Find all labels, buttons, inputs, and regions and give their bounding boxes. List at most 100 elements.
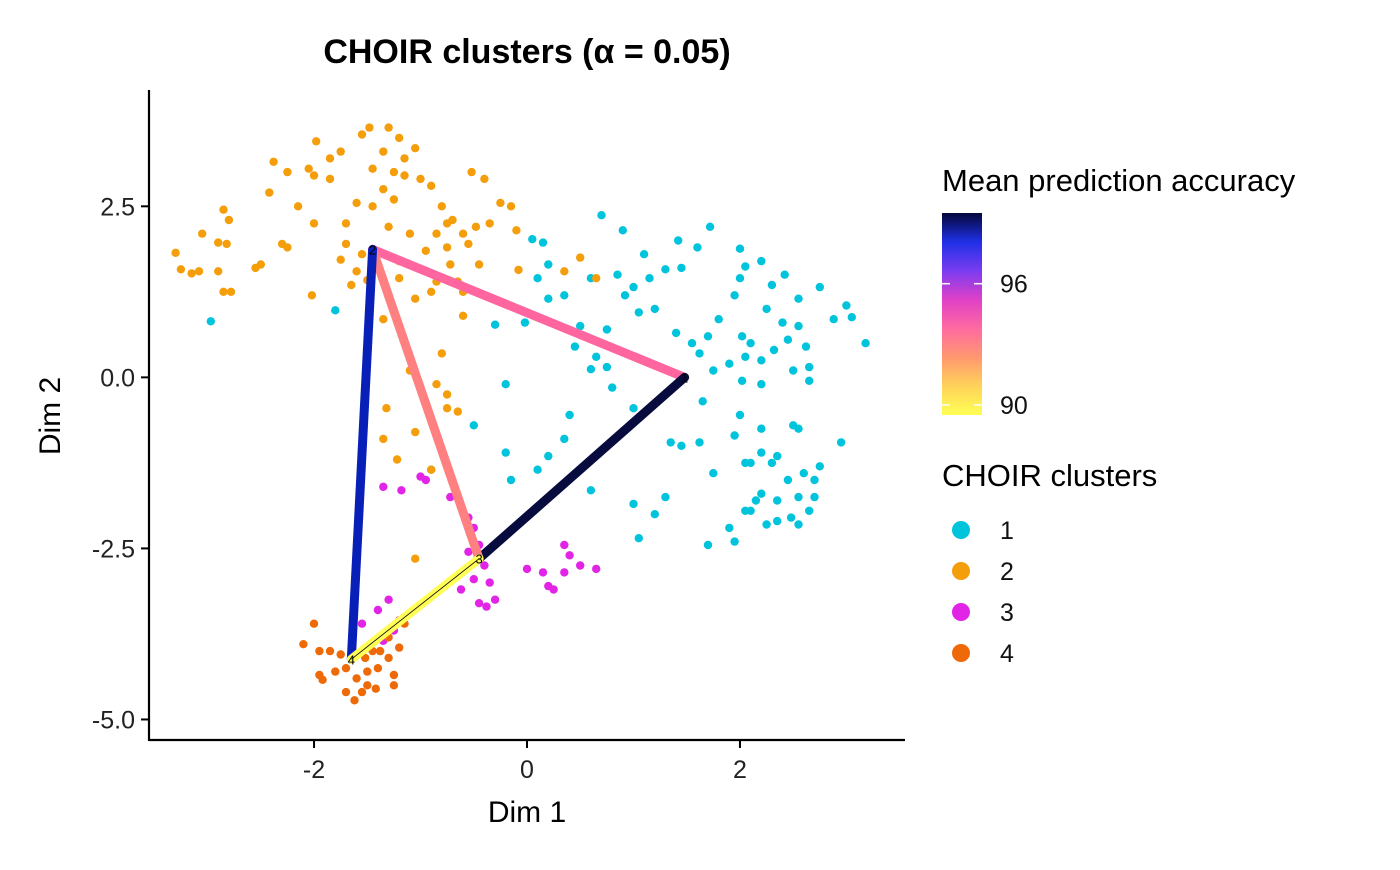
colorbar-title: Mean prediction accuracy xyxy=(942,163,1296,198)
data-point xyxy=(269,157,278,166)
data-point xyxy=(318,675,327,684)
data-point xyxy=(187,269,196,278)
data-point xyxy=(769,345,779,355)
data-point xyxy=(767,458,777,468)
data-point xyxy=(608,383,617,392)
data-point xyxy=(746,339,755,348)
data-point xyxy=(198,229,207,238)
legend-swatch xyxy=(952,644,970,662)
data-point xyxy=(746,458,755,468)
data-point xyxy=(389,681,399,690)
data-point xyxy=(283,243,292,252)
data-point xyxy=(520,318,530,327)
data-point xyxy=(506,475,516,485)
data-point xyxy=(397,486,406,495)
data-point xyxy=(815,282,824,292)
data-point xyxy=(757,356,766,365)
legend-item-1: 1 xyxy=(952,517,1014,545)
data-point xyxy=(283,167,292,177)
data-point xyxy=(757,448,766,457)
data-point xyxy=(737,332,747,341)
data-point xyxy=(538,238,548,247)
data-point xyxy=(501,380,510,389)
data-point xyxy=(315,646,324,656)
data-point xyxy=(467,167,476,177)
data-point xyxy=(730,537,739,546)
data-point xyxy=(735,410,745,420)
data-point xyxy=(650,510,659,519)
data-point xyxy=(171,248,180,257)
data-point xyxy=(815,462,824,471)
data-point xyxy=(352,267,361,276)
data-point xyxy=(411,554,420,563)
colorbar xyxy=(942,213,982,415)
data-point xyxy=(336,147,345,156)
data-point xyxy=(842,301,851,310)
edge-1-3 xyxy=(474,372,690,564)
data-point xyxy=(560,568,569,577)
data-point xyxy=(382,404,391,413)
data-point xyxy=(411,294,420,303)
legend-item-4: 4 xyxy=(952,640,1014,668)
data-point xyxy=(490,595,500,604)
data-point xyxy=(705,222,715,231)
data-point xyxy=(384,653,393,663)
data-point xyxy=(222,239,231,249)
data-point xyxy=(661,265,670,274)
node-label-4: 4 xyxy=(348,652,355,667)
data-point xyxy=(746,506,755,515)
data-point xyxy=(214,238,223,247)
data-point xyxy=(485,578,494,587)
data-point xyxy=(365,123,374,132)
data-point xyxy=(861,339,870,348)
edge-2-4 xyxy=(346,244,378,664)
data-point xyxy=(528,235,537,244)
data-point xyxy=(613,270,622,279)
data-point xyxy=(427,287,436,296)
data-point xyxy=(714,315,723,324)
data-point xyxy=(639,250,649,259)
data-point xyxy=(634,534,643,543)
data-point xyxy=(576,253,585,262)
data-point xyxy=(592,274,601,283)
y-ticks: 2.5 0.0 -2.5 -5.0 xyxy=(92,193,149,734)
data-point xyxy=(307,291,317,300)
data-point xyxy=(725,359,734,368)
data-point xyxy=(368,164,377,173)
points-layer xyxy=(171,123,870,705)
data-point xyxy=(442,390,452,399)
data-point xyxy=(458,229,468,238)
data-point xyxy=(501,448,510,457)
data-point xyxy=(400,154,409,163)
edge-1-2 xyxy=(368,244,690,382)
series-cluster-4 xyxy=(299,619,409,705)
data-point xyxy=(432,380,441,389)
data-point xyxy=(773,451,782,461)
data-point xyxy=(778,318,787,327)
node-label-2: 2 xyxy=(369,242,376,257)
data-point xyxy=(496,198,505,208)
edges-layer xyxy=(346,244,690,664)
data-point xyxy=(293,202,303,211)
data-point xyxy=(485,219,494,228)
data-point xyxy=(730,431,739,440)
data-point xyxy=(309,219,319,228)
data-point xyxy=(687,339,697,348)
data-point xyxy=(350,696,359,705)
data-point xyxy=(757,256,766,266)
data-point xyxy=(560,291,569,300)
colorbar-tick-label: 90 xyxy=(1000,392,1028,420)
data-point xyxy=(469,575,478,584)
data-point xyxy=(363,667,372,676)
node-labels-layer: 1 2 3 4 xyxy=(348,242,689,667)
data-point xyxy=(341,219,351,228)
colorbar-tick-label: 96 xyxy=(1000,271,1028,299)
data-point xyxy=(437,349,446,358)
data-point xyxy=(698,397,707,406)
data-point xyxy=(309,619,319,628)
data-point xyxy=(671,328,681,338)
data-point xyxy=(405,229,415,238)
data-point xyxy=(389,167,399,177)
data-point xyxy=(341,239,351,249)
legend-swatch xyxy=(952,521,970,539)
